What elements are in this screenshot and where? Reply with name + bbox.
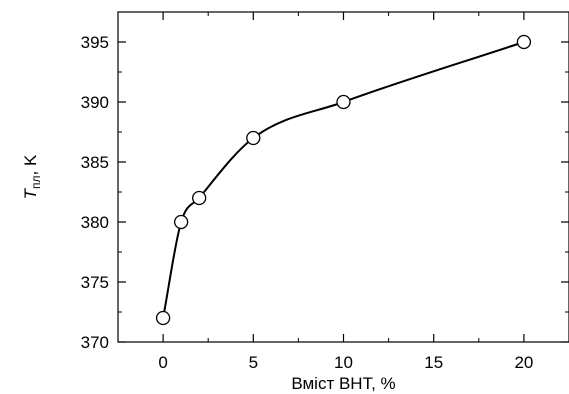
series-line [162,41,525,319]
y-axis-label-main: T [21,187,40,199]
y-tick-label: 380 [81,213,109,232]
x-tick-label: 20 [514,353,533,372]
y-tick-label: 385 [81,153,109,172]
y-tick-label: 395 [81,33,109,52]
y-axis-label: Tпл, K [21,154,43,199]
data-point [155,310,171,326]
x-tick-label: 15 [424,353,443,372]
x-tick-label: 10 [334,353,353,372]
y-tick-label: 390 [81,93,109,112]
plot-frame [117,11,569,343]
y-tick-label: 370 [81,333,109,352]
points-layer [155,34,532,326]
data-point [246,130,261,146]
data-point [173,214,189,230]
y-axis-label-suffix: , K [21,154,40,175]
labels-layer: 0 5 10 15 20 370 375 380 385 390 395 [81,33,534,372]
x-axis-label: Вміст BHT, % [291,374,395,393]
x-tick-label: 0 [158,353,167,372]
data-point [336,94,351,110]
ticks-layer [118,12,569,343]
y-axis-label-subscript: пл [29,175,43,189]
y-tick-label: 375 [81,273,109,292]
x-tick-label: 5 [249,353,258,372]
data-point [516,34,532,50]
data-point [192,190,207,206]
